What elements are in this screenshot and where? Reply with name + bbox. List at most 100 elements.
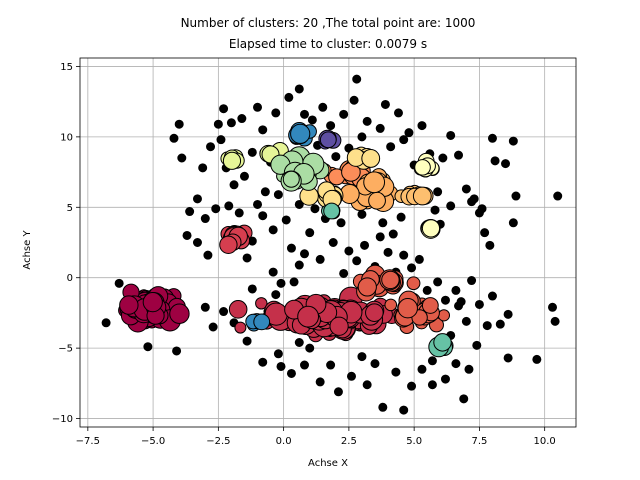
chart-title-line-2: Elapsed time to cluster: 0.0079 s <box>229 37 427 51</box>
noise-point <box>281 215 291 225</box>
noise-point <box>383 247 393 257</box>
x-tick-label: 10.0 <box>534 436 556 447</box>
noise-point <box>495 319 505 329</box>
noise-point <box>268 267 278 277</box>
cluster-point <box>290 123 311 144</box>
y-axis-label: Achse Y <box>22 230 33 270</box>
noise-point <box>459 394 469 404</box>
noise-point <box>427 380 437 390</box>
noise-point <box>467 276 477 286</box>
cluster-point <box>433 333 452 352</box>
noise-point <box>477 204 487 214</box>
plot-area <box>101 74 563 415</box>
noise-point <box>315 254 325 264</box>
cluster-point <box>142 292 163 313</box>
noise-point <box>326 360 336 370</box>
noise-point <box>271 108 281 118</box>
noise-point <box>219 104 229 114</box>
noise-point <box>451 285 461 295</box>
noise-point <box>271 290 281 300</box>
x-tick-label: 5.0 <box>406 436 422 447</box>
noise-point <box>349 95 359 105</box>
noise-point <box>273 349 283 359</box>
noise-point <box>200 214 210 224</box>
noise-point <box>399 250 409 260</box>
noise-point <box>501 159 511 169</box>
noise-point <box>474 299 484 309</box>
cluster-1 <box>118 283 190 333</box>
cluster-point <box>363 171 386 194</box>
noise-point <box>185 207 195 217</box>
cluster-point <box>361 149 381 168</box>
y-axis-ticks: −10 −5 0 5 10 15 <box>52 62 80 425</box>
noise-point <box>172 346 182 356</box>
noise-point <box>357 352 367 362</box>
cluster-point <box>421 297 439 314</box>
cluster-point <box>397 298 418 319</box>
noise-point <box>305 343 315 353</box>
cluster-point <box>384 298 398 312</box>
noise-point <box>454 150 464 160</box>
noise-point <box>294 337 304 347</box>
noise-point <box>532 354 542 364</box>
cluster-13 <box>220 149 245 170</box>
noise-point <box>268 225 278 235</box>
noise-point <box>318 102 328 112</box>
noise-point <box>310 204 320 214</box>
noise-point <box>273 190 283 200</box>
cluster-point <box>297 305 320 328</box>
noise-point <box>386 142 396 152</box>
noise-point <box>192 194 202 204</box>
noise-point <box>375 123 385 133</box>
cluster-point <box>412 186 432 206</box>
cluster-16 <box>320 202 341 220</box>
x-tick-label: −2.5 <box>206 436 230 447</box>
noise-point <box>370 359 380 369</box>
noise-point <box>200 302 210 312</box>
noise-point <box>508 218 518 228</box>
x-tick-label: 7.5 <box>471 436 487 447</box>
noise-point <box>258 211 268 221</box>
noise-point <box>378 402 388 412</box>
noise-point <box>352 256 362 266</box>
cluster-4 <box>352 264 421 302</box>
noise-point <box>427 356 437 366</box>
noise-point <box>315 377 325 387</box>
noise-point <box>482 321 492 331</box>
noise-point <box>378 218 388 228</box>
x-tick-label: −5.0 <box>141 436 165 447</box>
x-axis-label: Achse X <box>308 458 348 469</box>
cluster-point <box>365 303 384 322</box>
noise-point <box>508 136 518 146</box>
noise-point <box>260 187 270 197</box>
noise-point <box>464 364 474 374</box>
noise-point <box>234 208 244 218</box>
noise-point <box>333 387 343 397</box>
noise-point <box>339 109 349 119</box>
noise-point <box>242 253 252 263</box>
noise-point <box>362 380 372 390</box>
cluster-8 <box>394 184 434 206</box>
noise-point <box>213 119 223 129</box>
noise-point <box>433 277 443 287</box>
noise-point <box>440 295 450 305</box>
noise-point <box>346 371 356 381</box>
noise-point <box>417 364 427 374</box>
cluster-18 <box>288 122 317 147</box>
noise-point <box>446 201 456 211</box>
noise-point <box>388 229 398 239</box>
noise-point <box>114 278 124 288</box>
noise-point <box>224 201 234 211</box>
noise-point <box>422 285 432 295</box>
noise-point <box>430 205 440 215</box>
noise-point <box>258 357 268 367</box>
noise-point <box>440 374 450 384</box>
noise-point <box>177 153 187 163</box>
noise-point <box>253 102 263 112</box>
noise-point <box>286 243 296 253</box>
x-tick-label: 2.5 <box>341 436 357 447</box>
noise-point <box>550 316 560 326</box>
cluster-point <box>319 131 337 149</box>
cluster-point <box>255 297 268 310</box>
